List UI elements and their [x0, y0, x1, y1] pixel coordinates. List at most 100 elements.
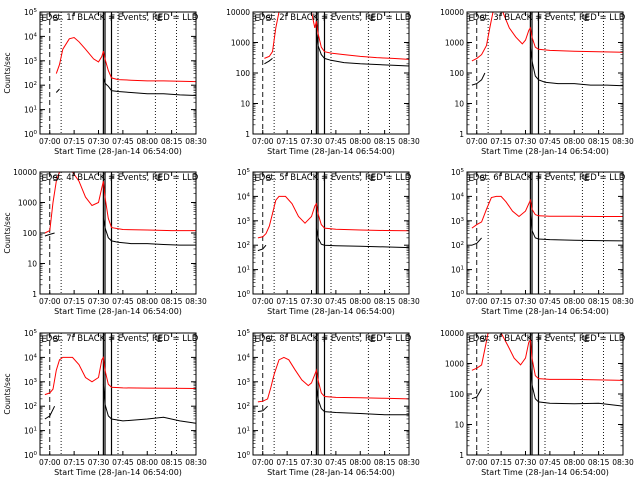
y-tick-exponent: 5	[34, 8, 38, 14]
y-tick-exponent: 3	[461, 217, 465, 223]
marker-label: E	[468, 14, 474, 24]
x-tick-label: 07:15	[63, 297, 85, 306]
x-tick-label: 08:15	[161, 297, 183, 306]
series-lld-line	[55, 36, 196, 83]
plot-frame	[252, 332, 410, 456]
marker-label: E	[584, 335, 590, 345]
panel-5: 07:00 07:15 07:30 07:45 08:00 08:15 08:3010010…	[237, 168, 420, 316]
y-tick-label: 102	[451, 241, 464, 250]
x-tick-label: 07:45	[539, 458, 561, 467]
y-tick-exponent: 3	[247, 378, 251, 384]
marker-label: E	[254, 14, 260, 24]
marker-label: E	[370, 14, 376, 24]
x-tick-label: 07:15	[490, 137, 512, 146]
y-tick-label: 10	[454, 100, 464, 109]
x-tick-label: 08:30	[612, 137, 634, 146]
y-tick-label: 105	[451, 168, 465, 177]
marker-label: F	[110, 335, 115, 345]
y-tick-label: 105	[237, 168, 251, 177]
x-tick-label: 07:30	[515, 137, 537, 146]
y-tick-exponent: 4	[247, 192, 251, 198]
x-tick-label: 07:00	[466, 458, 488, 467]
y-tick-exponent: 3	[34, 378, 38, 384]
marker-label: S	[53, 335, 59, 345]
y-tick-label: 100	[24, 130, 38, 139]
marker-label: F	[537, 174, 542, 184]
marker-label: E	[41, 335, 47, 345]
marker-label: S	[480, 335, 486, 345]
x-tick-label: 07:00	[252, 297, 274, 306]
marker-label: E	[584, 14, 590, 24]
y-tick-label: 105	[24, 8, 38, 17]
x-axis-label: Start Time (28-Jan-14 06:54:00)	[481, 468, 609, 477]
marker-label: S	[53, 14, 59, 24]
y-tick-exponent: 2	[461, 241, 465, 247]
y-tick-label: 105	[24, 329, 38, 338]
marker-label: S	[480, 174, 486, 184]
marker-label: F	[110, 14, 115, 24]
series-events-line	[44, 384, 196, 424]
series-events-line	[471, 47, 623, 87]
x-tick-label: 07:30	[301, 458, 323, 467]
x-tick-label: 07:00	[252, 458, 274, 467]
marker-label: E	[157, 174, 163, 184]
y-tick-label: 101	[24, 106, 37, 115]
y-tick-label: 10	[454, 421, 464, 430]
x-tick-label: 08:30	[612, 297, 634, 306]
x-tick-label: 07:45	[325, 297, 347, 306]
y-tick-label: 103	[24, 378, 38, 387]
y-tick-label: 104	[237, 192, 251, 201]
series-events-line	[471, 213, 623, 246]
marker-label: E	[254, 335, 260, 345]
panel-8: 07:00 07:15 07:30 07:45 08:00 08:15 08:3010010…	[237, 329, 420, 477]
x-axis-label: Start Time (28-Jan-14 06:54:00)	[481, 147, 609, 156]
y-tick-label: 102	[237, 402, 250, 411]
y-tick-exponent: 5	[247, 168, 251, 174]
y-tick-exponent: 2	[247, 402, 251, 408]
y-tick-label: 104	[24, 353, 38, 362]
y-tick-label: 100	[23, 229, 38, 238]
panel-7: 07:00 07:15 07:30 07:45 08:00 08:15 08:3010010…	[3, 329, 207, 477]
panel-title: Det. 1f BLACK = Events, RED = LLD	[46, 13, 199, 23]
marker-label: S	[266, 174, 272, 184]
x-tick-label: 08:30	[398, 137, 420, 146]
y-tick-exponent: 3	[247, 217, 251, 223]
series-lld-line	[257, 356, 409, 403]
y-tick-exponent: 0	[247, 451, 251, 457]
y-tick-label: 1000	[445, 360, 464, 369]
y-tick-exponent: 4	[247, 353, 251, 359]
x-axis-label: Start Time (28-Jan-14 06:54:00)	[54, 307, 182, 316]
marker-label: E	[157, 14, 163, 24]
y-tick-label: 10000	[440, 8, 464, 17]
marker-label: E	[254, 174, 260, 184]
marker-label: E	[584, 174, 590, 184]
y-tick-exponent: 0	[247, 290, 251, 296]
x-tick-label: 07:30	[515, 297, 537, 306]
marker-label: E	[370, 335, 376, 345]
series-events-line	[264, 33, 409, 67]
x-tick-label: 08:15	[588, 297, 610, 306]
x-tick-label: 07:00	[466, 297, 488, 306]
y-tick-exponent: 2	[34, 402, 38, 408]
x-tick-label: 08:00	[136, 137, 158, 146]
x-tick-label: 08:15	[374, 137, 396, 146]
x-tick-label: 07:00	[39, 297, 61, 306]
x-tick-label: 08:15	[374, 458, 396, 467]
y-tick-label: 101	[451, 266, 464, 275]
x-tick-label: 07:00	[39, 137, 61, 146]
panel-title: Det. 4f BLACK = Events, RED = LLD	[46, 173, 199, 183]
x-tick-label: 07:45	[539, 137, 561, 146]
series-lld-line	[471, 195, 623, 229]
x-tick-label: 07:15	[276, 137, 298, 146]
plot-frame	[39, 332, 197, 456]
x-tick-label: 07:15	[490, 297, 512, 306]
x-tick-label: 08:30	[398, 297, 420, 306]
x-tick-label: 07:45	[325, 137, 347, 146]
y-tick-label: 1	[32, 290, 37, 299]
x-tick-label: 07:45	[112, 458, 134, 467]
y-tick-label: 102	[24, 402, 37, 411]
panel-title: Det. 8f BLACK = Events, RED = LLD	[259, 334, 412, 344]
y-tick-exponent: 1	[247, 266, 251, 272]
x-tick-label: 08:00	[349, 297, 371, 306]
y-tick-label: 100	[450, 390, 465, 399]
